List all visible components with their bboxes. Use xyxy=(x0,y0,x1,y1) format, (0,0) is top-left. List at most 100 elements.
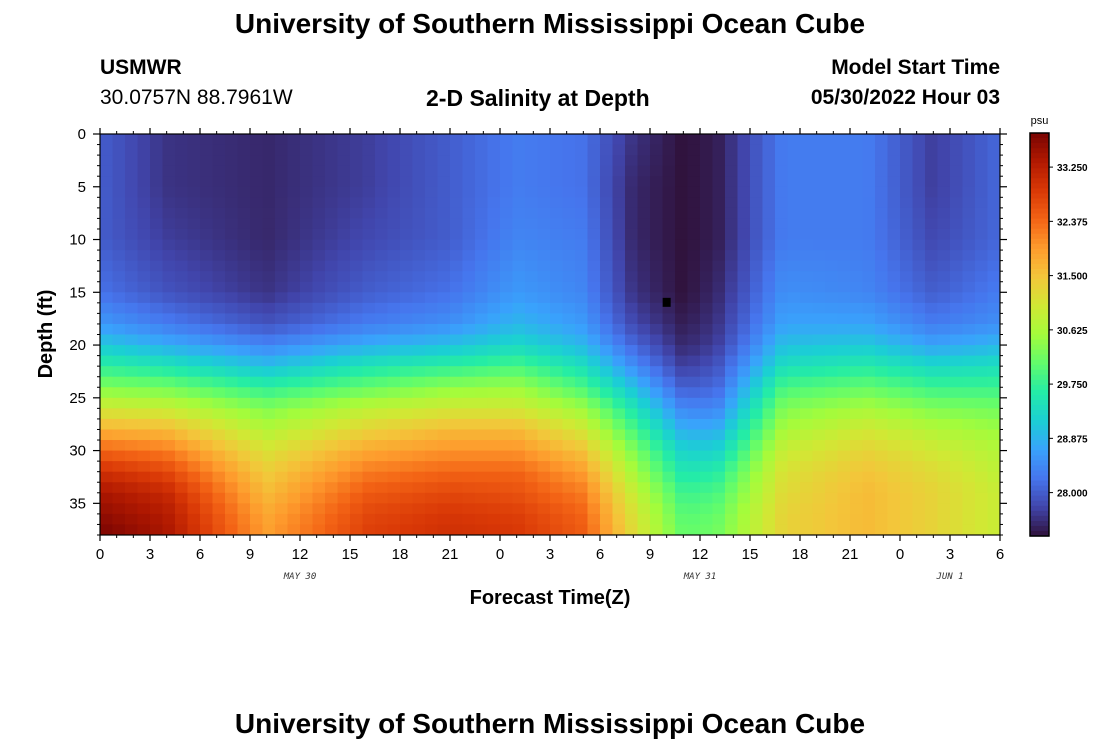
heatmap-cell xyxy=(137,186,151,198)
heatmap-cell xyxy=(225,155,239,167)
heatmap-cell xyxy=(625,302,639,314)
heatmap-cell xyxy=(625,440,639,452)
heatmap-cell xyxy=(262,503,276,515)
heatmap-cell xyxy=(237,239,251,251)
heatmap-cell xyxy=(800,250,814,262)
heatmap-cell xyxy=(987,345,1000,357)
heatmap-cell xyxy=(825,355,839,367)
heatmap-cell xyxy=(525,408,539,420)
heatmap-cell xyxy=(987,366,1000,378)
heatmap-cell xyxy=(262,387,276,399)
heatmap-cell xyxy=(587,250,601,262)
heatmap-cell xyxy=(775,503,789,515)
heatmap-cell xyxy=(375,228,389,241)
colorbar-swatch xyxy=(1030,299,1049,305)
heatmap-cell xyxy=(462,482,476,494)
heatmap-cell xyxy=(812,492,826,504)
colorbar-swatch xyxy=(1030,379,1049,386)
heatmap-cell xyxy=(562,408,576,420)
heatmap-cell xyxy=(150,461,164,473)
heatmap-cell xyxy=(412,239,426,251)
heatmap-cell xyxy=(437,345,451,357)
heatmap-cell xyxy=(650,165,664,177)
heatmap-cell xyxy=(912,250,926,262)
heatmap-cell xyxy=(750,376,764,388)
heatmap-cell xyxy=(900,155,914,167)
heatmap-cell xyxy=(662,418,676,431)
heatmap-cell xyxy=(950,355,964,367)
heatmap-cell xyxy=(650,186,664,198)
heatmap-cell xyxy=(900,513,914,526)
heatmap-cell xyxy=(250,461,264,473)
heatmap-cell xyxy=(950,239,964,251)
heatmap-cell xyxy=(175,323,189,336)
heatmap-cell xyxy=(800,186,814,198)
heatmap-cell xyxy=(287,165,301,177)
heatmap-cell xyxy=(825,345,839,357)
heatmap-cell xyxy=(650,260,664,272)
heatmap-cell xyxy=(987,302,1000,314)
heatmap-cell xyxy=(887,418,901,431)
heatmap-cell xyxy=(800,461,814,473)
heatmap-cell xyxy=(837,176,851,188)
heatmap-cell xyxy=(787,250,801,262)
heatmap-cell xyxy=(487,482,501,494)
heatmap-cell xyxy=(112,250,126,262)
heatmap-cell xyxy=(900,302,914,314)
heatmap-cell xyxy=(137,260,151,272)
heatmap-cell xyxy=(500,492,514,504)
heatmap-cell xyxy=(200,323,214,336)
heatmap-cell xyxy=(412,355,426,367)
heatmap-cell xyxy=(437,292,451,304)
heatmap-cell xyxy=(137,218,151,230)
heatmap-cell xyxy=(337,186,351,198)
heatmap-cell xyxy=(300,440,314,452)
heatmap-cell xyxy=(650,144,664,156)
heatmap-cell xyxy=(225,492,239,504)
heatmap-cell xyxy=(275,471,289,483)
heatmap-cell xyxy=(487,387,501,399)
heatmap-cell xyxy=(475,323,489,336)
heatmap-cell xyxy=(525,471,539,483)
heatmap-cell xyxy=(450,313,464,325)
heatmap-cell xyxy=(775,292,789,304)
heatmap-cell xyxy=(325,492,339,504)
heatmap-cell xyxy=(850,144,864,156)
heatmap-cell xyxy=(100,313,114,325)
heatmap-cell xyxy=(775,418,789,431)
heatmap-cell xyxy=(787,302,801,314)
heatmap-cell xyxy=(687,366,701,378)
heatmap-cell xyxy=(900,524,914,535)
heatmap-cell xyxy=(350,366,364,378)
colorbar-swatch xyxy=(1030,445,1049,451)
heatmap-cell xyxy=(112,482,126,494)
heatmap-cell xyxy=(162,134,176,146)
heatmap-cell xyxy=(350,376,364,388)
colorbar-swatch xyxy=(1030,420,1049,426)
heatmap-cell xyxy=(475,376,489,388)
colorbar-swatch xyxy=(1030,339,1049,346)
heatmap-cell xyxy=(412,524,426,535)
heatmap-cell xyxy=(800,165,814,177)
heatmap-cell xyxy=(337,440,351,452)
colorbar-swatch xyxy=(1030,480,1049,487)
heatmap-cell xyxy=(250,429,264,441)
heatmap-cell xyxy=(775,334,789,346)
heatmap-cell xyxy=(412,366,426,378)
heatmap-cell xyxy=(662,366,676,378)
heatmap-cell xyxy=(300,334,314,346)
heatmap-cell xyxy=(537,176,551,188)
heatmap-cell xyxy=(350,239,364,251)
heatmap-cell xyxy=(575,334,589,346)
heatmap-cell xyxy=(462,524,476,535)
heatmap-cell xyxy=(887,429,901,441)
x-tick-label: 18 xyxy=(792,546,809,563)
heatmap-cell xyxy=(812,323,826,336)
heatmap-cell xyxy=(750,387,764,399)
heatmap-cell xyxy=(425,397,439,409)
heatmap-cell xyxy=(600,186,614,198)
heatmap-cell xyxy=(437,440,451,452)
heatmap-cell xyxy=(837,134,851,146)
heatmap-cell xyxy=(475,281,489,293)
heatmap-cell xyxy=(487,292,501,304)
